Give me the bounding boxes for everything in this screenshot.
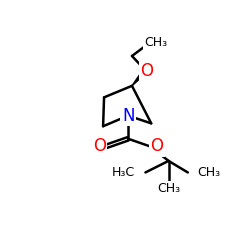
Text: CH₃: CH₃ [144, 36, 168, 49]
Text: N: N [122, 107, 134, 125]
Text: O: O [93, 138, 106, 156]
Text: O: O [140, 62, 153, 80]
Text: CH₃: CH₃ [157, 182, 180, 195]
Text: H₃C: H₃C [112, 166, 135, 179]
Text: O: O [150, 138, 164, 156]
Text: CH₃: CH₃ [198, 166, 220, 179]
Polygon shape [132, 69, 147, 86]
